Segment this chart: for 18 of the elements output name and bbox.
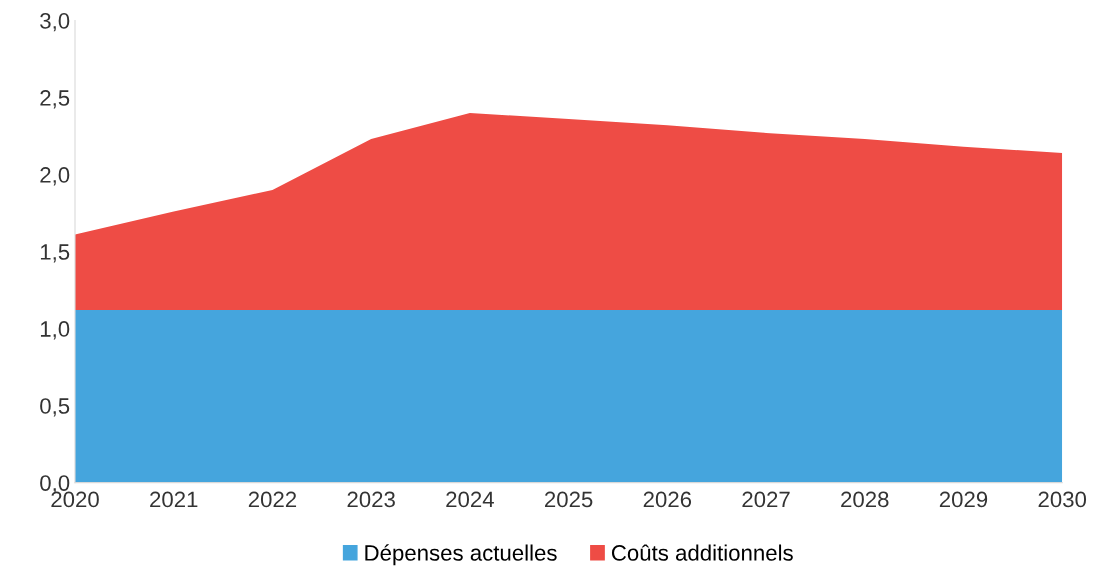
x-tick-label: 2027: [742, 491, 790, 508]
y-tick-label: 2,0: [40, 167, 70, 186]
y-tick-label: 1,5: [40, 244, 70, 263]
x-tick-label: 2028: [841, 491, 889, 508]
x-tick-label: 2023: [347, 491, 395, 508]
x-tick-label: 2021: [150, 491, 198, 508]
x-tick-label: 2025: [545, 491, 593, 508]
x-tick-label: 2026: [643, 491, 692, 508]
y-tick-label: 3,0: [40, 13, 70, 32]
x-tick-label: 2022: [248, 491, 297, 508]
y-tick-label: 1,0: [40, 321, 70, 340]
y-tick-label: 0,5: [40, 398, 70, 417]
legend-label: Coûts additionnels: [611, 544, 793, 561]
legend-label: Dépenses actuelles: [365, 544, 557, 566]
x-tick-label: 2024: [446, 491, 494, 508]
y-tick-label: 2,5: [40, 90, 70, 109]
x-tick-label: 2030: [1038, 491, 1087, 508]
x-tick-label: 2029: [939, 491, 988, 508]
